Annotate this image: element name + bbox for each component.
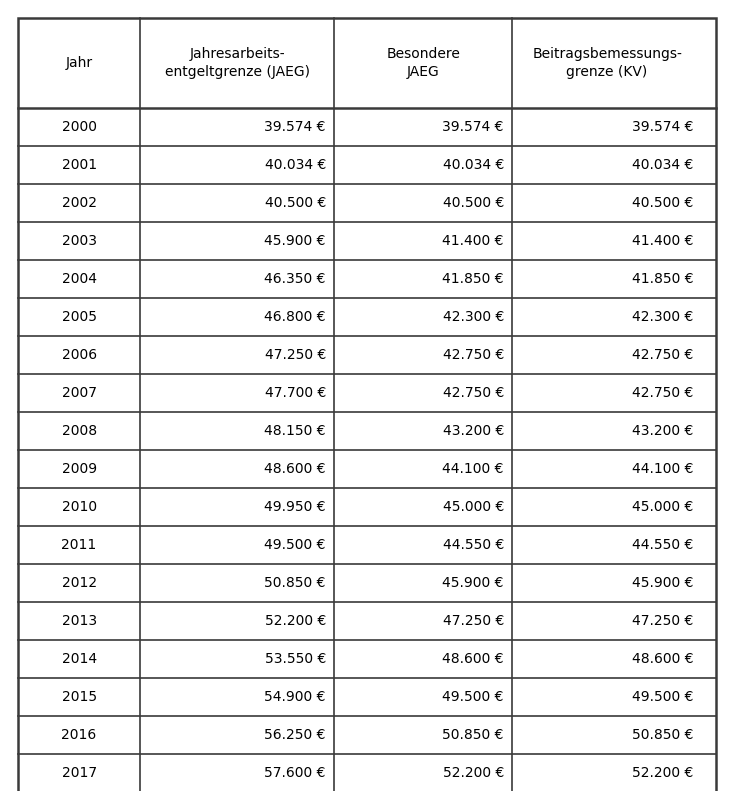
Text: 52.200 €: 52.200 € <box>264 614 326 628</box>
Text: 57.600 €: 57.600 € <box>264 766 326 780</box>
Text: 43.200 €: 43.200 € <box>633 424 694 438</box>
Text: 42.300 €: 42.300 € <box>633 310 694 324</box>
Text: 49.500 €: 49.500 € <box>264 538 326 552</box>
Text: 50.850 €: 50.850 € <box>443 728 504 742</box>
Text: 44.550 €: 44.550 € <box>633 538 694 552</box>
Text: 53.550 €: 53.550 € <box>264 652 326 666</box>
Text: 42.750 €: 42.750 € <box>633 386 694 400</box>
Text: 41.850 €: 41.850 € <box>443 272 504 286</box>
Text: 45.900 €: 45.900 € <box>264 234 326 248</box>
Text: 48.600 €: 48.600 € <box>264 462 326 476</box>
Text: 50.850 €: 50.850 € <box>632 728 694 742</box>
Text: 2005: 2005 <box>62 310 97 324</box>
Text: 45.900 €: 45.900 € <box>443 576 504 590</box>
Text: 2012: 2012 <box>62 576 97 590</box>
Text: 2017: 2017 <box>62 766 97 780</box>
Text: 2003: 2003 <box>62 234 97 248</box>
Text: 52.200 €: 52.200 € <box>443 766 504 780</box>
Text: 43.200 €: 43.200 € <box>443 424 504 438</box>
Text: 2009: 2009 <box>62 462 97 476</box>
Text: 39.574 €: 39.574 € <box>443 120 504 134</box>
Text: 2008: 2008 <box>62 424 97 438</box>
Text: 2010: 2010 <box>62 500 97 514</box>
Text: 40.034 €: 40.034 € <box>443 158 504 172</box>
Text: 40.034 €: 40.034 € <box>633 158 694 172</box>
Text: 2002: 2002 <box>62 196 97 210</box>
Text: 49.500 €: 49.500 € <box>443 690 504 704</box>
Text: 49.500 €: 49.500 € <box>632 690 694 704</box>
Text: 45.000 €: 45.000 € <box>443 500 504 514</box>
Text: 44.100 €: 44.100 € <box>443 462 504 476</box>
Text: 42.750 €: 42.750 € <box>443 386 504 400</box>
Text: 2016: 2016 <box>62 728 97 742</box>
Text: 41.850 €: 41.850 € <box>632 272 694 286</box>
Text: 39.574 €: 39.574 € <box>632 120 694 134</box>
Text: 46.350 €: 46.350 € <box>264 272 326 286</box>
Text: 47.250 €: 47.250 € <box>264 348 326 362</box>
Text: Jahresarbeits-
entgeltgrenze (JAEG): Jahresarbeits- entgeltgrenze (JAEG) <box>164 47 310 79</box>
Text: Beitragsbemessungs-
grenze (KV): Beitragsbemessungs- grenze (KV) <box>532 47 682 79</box>
Text: 46.800 €: 46.800 € <box>264 310 326 324</box>
Text: 41.400 €: 41.400 € <box>632 234 694 248</box>
Text: 52.200 €: 52.200 € <box>633 766 694 780</box>
Text: 47.700 €: 47.700 € <box>264 386 326 400</box>
Text: 45.000 €: 45.000 € <box>633 500 694 514</box>
Text: 2001: 2001 <box>62 158 97 172</box>
Text: 2014: 2014 <box>62 652 97 666</box>
Text: 49.950 €: 49.950 € <box>264 500 326 514</box>
Text: 54.900 €: 54.900 € <box>264 690 326 704</box>
Text: 2011: 2011 <box>62 538 97 552</box>
Text: 40.500 €: 40.500 € <box>264 196 326 210</box>
Text: 42.750 €: 42.750 € <box>443 348 504 362</box>
Text: 2006: 2006 <box>62 348 97 362</box>
Text: 48.150 €: 48.150 € <box>264 424 326 438</box>
Text: 40.500 €: 40.500 € <box>633 196 694 210</box>
Text: 48.600 €: 48.600 € <box>632 652 694 666</box>
Text: 50.850 €: 50.850 € <box>264 576 326 590</box>
Text: 2015: 2015 <box>62 690 97 704</box>
Text: 42.750 €: 42.750 € <box>633 348 694 362</box>
Text: 2013: 2013 <box>62 614 97 628</box>
Text: Jahr: Jahr <box>65 56 92 70</box>
Text: Besondere
JAEG: Besondere JAEG <box>386 47 460 79</box>
Text: 47.250 €: 47.250 € <box>633 614 694 628</box>
Text: 2007: 2007 <box>62 386 97 400</box>
Text: 44.100 €: 44.100 € <box>632 462 694 476</box>
Text: 41.400 €: 41.400 € <box>443 234 504 248</box>
Text: 2000: 2000 <box>62 120 97 134</box>
Text: 45.900 €: 45.900 € <box>632 576 694 590</box>
Text: 2004: 2004 <box>62 272 97 286</box>
Text: 47.250 €: 47.250 € <box>443 614 504 628</box>
Text: 40.500 €: 40.500 € <box>443 196 504 210</box>
Text: 48.600 €: 48.600 € <box>443 652 504 666</box>
Text: 56.250 €: 56.250 € <box>264 728 326 742</box>
Text: 39.574 €: 39.574 € <box>264 120 326 134</box>
Text: 42.300 €: 42.300 € <box>443 310 504 324</box>
Text: 44.550 €: 44.550 € <box>443 538 504 552</box>
Text: 40.034 €: 40.034 € <box>264 158 326 172</box>
